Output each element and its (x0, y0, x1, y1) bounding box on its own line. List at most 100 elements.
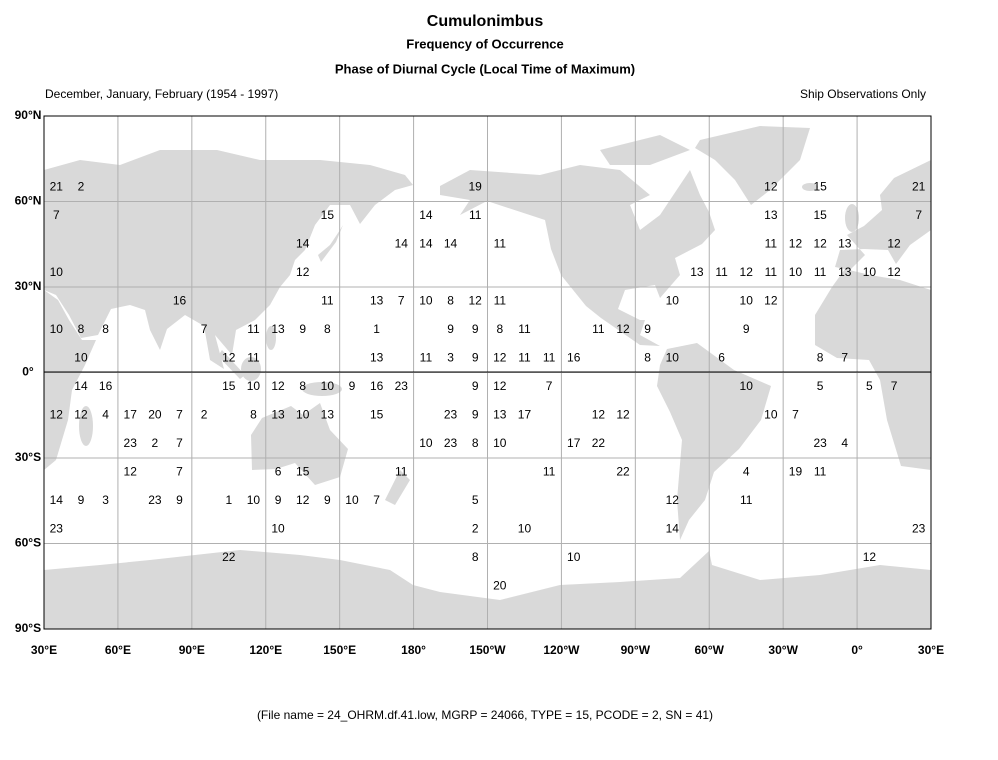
lon-label: 90°E (179, 643, 205, 657)
cell-value: 11 (518, 322, 531, 336)
lon-label: 0° (851, 643, 863, 657)
britain (845, 204, 859, 232)
cell-value: 20 (493, 578, 507, 592)
cell-value: 12 (469, 293, 483, 307)
cell-value: 20 (148, 407, 162, 421)
cell-value: 10 (764, 407, 778, 421)
cell-value: 22 (222, 550, 236, 564)
cell-value: 8 (472, 436, 479, 450)
cell-value: 10 (789, 265, 803, 279)
cell-value: 16 (173, 293, 187, 307)
cell-value: 8 (102, 322, 109, 336)
subtitle: Frequency of Occurrence (406, 36, 564, 51)
cell-value: 3 (102, 493, 109, 507)
cell-value: 7 (841, 350, 848, 364)
cell-value: 11 (592, 322, 605, 336)
cell-value: 13 (764, 208, 778, 222)
cell-value: 10 (666, 350, 680, 364)
lon-label: 180° (401, 643, 426, 657)
cell-value: 10 (493, 436, 507, 450)
cell-value: 12 (887, 236, 901, 250)
cell-value: 12 (764, 179, 778, 193)
europe (835, 160, 931, 270)
cell-value: 11 (420, 350, 433, 364)
cell-value: 16 (370, 379, 384, 393)
cell-value: 9 (275, 493, 282, 507)
cell-value: 12 (616, 407, 630, 421)
cell-value: 17 (518, 407, 532, 421)
cell-value: 12 (666, 493, 680, 507)
cell-value: 21 (912, 179, 926, 193)
cell-value: 4 (743, 464, 750, 478)
cell-value: 5 (866, 379, 873, 393)
cell-value: 7 (792, 407, 799, 421)
greenland (695, 126, 810, 205)
cell-value: 13 (838, 265, 852, 279)
cell-value: 8 (250, 407, 257, 421)
cell-value: 7 (891, 379, 898, 393)
cell-value: 8 (817, 350, 824, 364)
cell-value: 10 (419, 436, 433, 450)
cell-value: 14 (50, 493, 64, 507)
cell-value: 8 (644, 350, 651, 364)
cell-value: 7 (546, 379, 553, 393)
cell-value: 1 (373, 322, 380, 336)
cell-value: 12 (493, 350, 507, 364)
cell-value: 13 (838, 236, 852, 250)
lon-label: 150°W (469, 643, 506, 657)
cell-value: 10 (863, 265, 877, 279)
cell-value: 11 (814, 265, 827, 279)
cell-value: 8 (299, 379, 306, 393)
new-zealand (385, 470, 410, 505)
cell-value: 23 (148, 493, 162, 507)
cell-value: 9 (743, 322, 750, 336)
cell-value: 19 (469, 179, 483, 193)
cell-value: 10 (50, 265, 64, 279)
cell-value: 8 (447, 293, 454, 307)
cell-value: 10 (419, 293, 433, 307)
cell-value: 11 (814, 464, 827, 478)
north-america (440, 165, 715, 346)
cell-value: 14 (666, 521, 680, 535)
cell-value: 6 (275, 464, 282, 478)
cell-value: 17 (124, 407, 138, 421)
cell-value: 1 (225, 493, 232, 507)
africa-west (815, 269, 931, 470)
cell-value: 7 (176, 407, 183, 421)
cell-value: 2 (152, 436, 159, 450)
period: December, January, February (1954 - 1997… (45, 87, 278, 101)
lat-label: 0° (22, 365, 34, 379)
cell-value: 14 (419, 208, 433, 222)
cell-value: 13 (271, 407, 285, 421)
lon-label: 30°W (768, 643, 798, 657)
cell-value: 17 (567, 436, 581, 450)
cell-value: 10 (247, 379, 261, 393)
borneo (241, 357, 261, 381)
cell-value: 15 (321, 208, 335, 222)
cell-value: 10 (321, 379, 335, 393)
cell-value: 8 (472, 550, 479, 564)
cell-value: 11 (247, 350, 260, 364)
lon-label: 150°E (323, 643, 356, 657)
cell-value: 10 (296, 407, 310, 421)
cell-value: 7 (53, 208, 60, 222)
cell-value: 7 (373, 493, 380, 507)
lat-label: 60°S (15, 536, 41, 550)
cell-value: 10 (740, 379, 754, 393)
cell-value: 11 (469, 208, 482, 222)
cell-value: 11 (494, 236, 507, 250)
cell-value: 9 (447, 322, 454, 336)
lon-label: 90°W (621, 643, 651, 657)
lat-label: 90°S (15, 621, 41, 635)
cell-value: 12 (887, 265, 901, 279)
cell-value: 10 (740, 293, 754, 307)
cell-value: 14 (419, 236, 433, 250)
cell-value: 12 (74, 407, 88, 421)
cell-value: 9 (349, 379, 356, 393)
cell-value: 23 (813, 436, 827, 450)
cell-value: 23 (124, 436, 138, 450)
cell-value: 11 (543, 350, 556, 364)
cell-value: 22 (592, 436, 606, 450)
arctic-islands (600, 135, 690, 165)
